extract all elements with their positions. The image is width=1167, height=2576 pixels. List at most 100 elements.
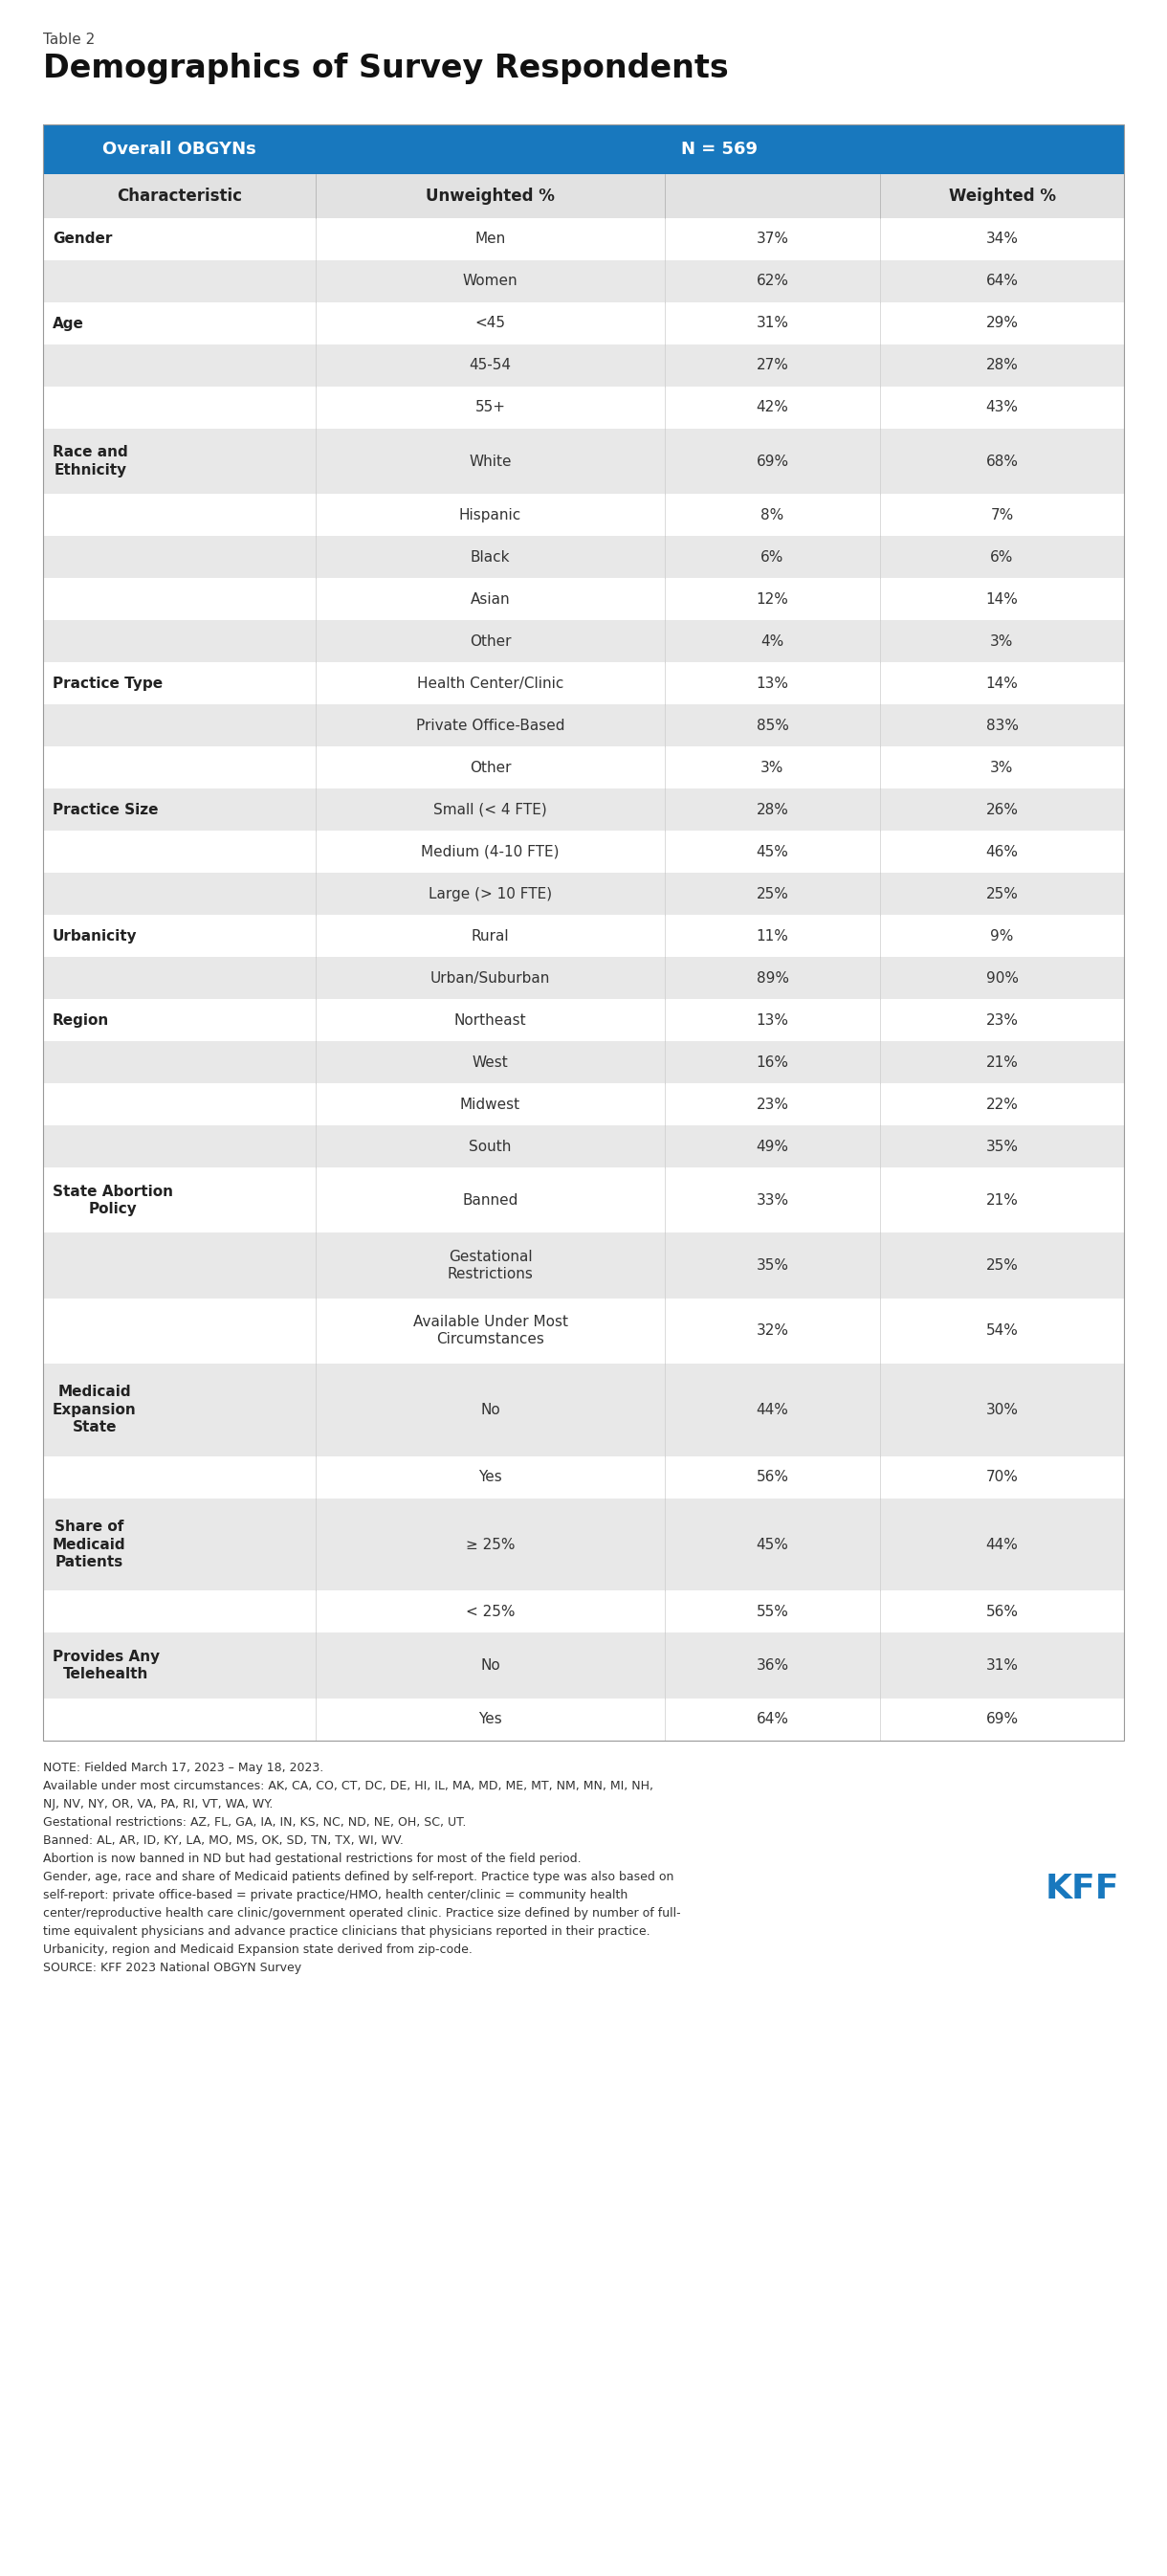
Text: 16%: 16% — [756, 1056, 789, 1069]
Bar — [43, 1041, 1124, 1084]
Bar — [43, 999, 1124, 1041]
Text: 55%: 55% — [756, 1605, 789, 1618]
Text: Yes: Yes — [478, 1713, 502, 1726]
Text: 62%: 62% — [756, 273, 789, 289]
Text: 7%: 7% — [991, 507, 1014, 523]
Text: Gestational
Restrictions: Gestational Restrictions — [447, 1249, 533, 1283]
Text: Other: Other — [469, 634, 511, 649]
Bar — [43, 1592, 1124, 1633]
Text: SOURCE: KFF 2023 National OBGYN Survey: SOURCE: KFF 2023 National OBGYN Survey — [43, 1960, 301, 1973]
Text: 25%: 25% — [986, 1257, 1018, 1273]
Text: < 25%: < 25% — [466, 1605, 515, 1618]
Text: 23%: 23% — [756, 1097, 789, 1113]
Text: 90%: 90% — [986, 971, 1019, 987]
Text: 46%: 46% — [986, 845, 1019, 858]
Text: Medicaid
Expansion
State: Medicaid Expansion State — [53, 1386, 137, 1435]
Text: 54%: 54% — [986, 1324, 1018, 1337]
Text: time equivalent physicians and advance practice clinicians that physicians repor: time equivalent physicians and advance p… — [43, 1924, 650, 1937]
Text: Characteristic: Characteristic — [117, 188, 242, 204]
Text: Yes: Yes — [478, 1471, 502, 1484]
Text: Midwest: Midwest — [460, 1097, 520, 1113]
Text: Unweighted %: Unweighted % — [426, 188, 554, 204]
Text: Banned: AL, AR, ID, KY, LA, MO, MS, OK, SD, TN, TX, WI, WV.: Banned: AL, AR, ID, KY, LA, MO, MS, OK, … — [43, 1834, 404, 1847]
Bar — [43, 1363, 1124, 1455]
Bar — [43, 914, 1124, 958]
Bar — [43, 386, 1124, 428]
Text: Practice Size: Practice Size — [53, 804, 159, 817]
Text: 69%: 69% — [986, 1713, 1019, 1726]
Text: State Abortion
Policy: State Abortion Policy — [53, 1185, 173, 1216]
Text: Race and
Ethnicity: Race and Ethnicity — [53, 446, 128, 477]
Text: 68%: 68% — [986, 453, 1019, 469]
Text: 3%: 3% — [991, 760, 1014, 775]
Bar — [43, 1633, 1124, 1698]
Text: 6%: 6% — [991, 549, 1014, 564]
Text: 21%: 21% — [986, 1056, 1018, 1069]
Text: NOTE: Fielded March 17, 2023 – May 18, 2023.: NOTE: Fielded March 17, 2023 – May 18, 2… — [43, 1762, 323, 1775]
Text: Abortion is now banned in ND but had gestational restrictions for most of the fi: Abortion is now banned in ND but had ges… — [43, 1852, 581, 1865]
Text: 14%: 14% — [986, 677, 1018, 690]
Bar — [43, 1455, 1124, 1499]
Text: 33%: 33% — [756, 1193, 789, 1208]
Text: Overall OBGYNs: Overall OBGYNs — [103, 142, 257, 157]
Text: 55+: 55+ — [475, 399, 505, 415]
Text: 32%: 32% — [756, 1324, 789, 1337]
Text: 35%: 35% — [986, 1139, 1019, 1154]
Text: 23%: 23% — [986, 1012, 1019, 1028]
Text: 9%: 9% — [991, 930, 1014, 943]
Bar — [43, 124, 1124, 175]
Text: 28%: 28% — [756, 804, 789, 817]
Text: 12%: 12% — [756, 592, 789, 605]
Text: 43%: 43% — [986, 399, 1019, 415]
Text: Black: Black — [470, 549, 510, 564]
Bar — [43, 873, 1124, 914]
Text: 25%: 25% — [756, 886, 789, 902]
Text: Gestational restrictions: AZ, FL, GA, IA, IN, KS, NC, ND, NE, OH, SC, UT.: Gestational restrictions: AZ, FL, GA, IA… — [43, 1816, 466, 1829]
Bar — [43, 958, 1124, 999]
Text: 37%: 37% — [756, 232, 789, 247]
Text: 70%: 70% — [986, 1471, 1018, 1484]
Text: 29%: 29% — [986, 317, 1019, 330]
Text: Hispanic: Hispanic — [459, 507, 522, 523]
Text: Large (> 10 FTE): Large (> 10 FTE) — [428, 886, 552, 902]
Text: Available under most circumstances: AK, CA, CO, CT, DC, DE, HI, IL, MA, MD, ME, : Available under most circumstances: AK, … — [43, 1780, 654, 1793]
Text: 64%: 64% — [756, 1713, 789, 1726]
Text: 44%: 44% — [986, 1538, 1018, 1551]
Text: center/reproductive health care clinic/government operated clinic. Practice size: center/reproductive health care clinic/g… — [43, 1906, 680, 1919]
Text: self-report: private office-based = private practice/HMO, health center/clinic =: self-report: private office-based = priv… — [43, 1888, 628, 1901]
Bar — [43, 1234, 1124, 1298]
Text: 3%: 3% — [991, 634, 1014, 649]
Text: 64%: 64% — [986, 273, 1019, 289]
Bar — [43, 1126, 1124, 1167]
Text: Share of
Medicaid
Patients: Share of Medicaid Patients — [53, 1520, 126, 1569]
Text: 56%: 56% — [986, 1605, 1019, 1618]
Bar — [43, 301, 1124, 345]
Bar — [43, 1167, 1124, 1234]
Text: Table 2: Table 2 — [43, 33, 95, 46]
Text: 3%: 3% — [761, 760, 784, 775]
Text: Practice Type: Practice Type — [53, 677, 162, 690]
Text: <45: <45 — [475, 317, 505, 330]
Text: Weighted %: Weighted % — [949, 188, 1056, 204]
Text: Demographics of Survey Respondents: Demographics of Survey Respondents — [43, 54, 728, 85]
Text: Northeast: Northeast — [454, 1012, 526, 1028]
Bar — [43, 662, 1124, 703]
Text: Other: Other — [469, 760, 511, 775]
Text: Gender: Gender — [53, 232, 112, 247]
Text: Medium (4-10 FTE): Medium (4-10 FTE) — [421, 845, 559, 858]
Text: Banned: Banned — [462, 1193, 518, 1208]
Text: 6%: 6% — [761, 549, 784, 564]
Bar — [43, 219, 1124, 260]
Text: 44%: 44% — [756, 1401, 789, 1417]
Text: 13%: 13% — [756, 677, 789, 690]
Text: Urbanicity: Urbanicity — [53, 930, 138, 943]
Bar — [43, 788, 1124, 832]
Text: No: No — [481, 1401, 501, 1417]
Bar — [43, 1698, 1124, 1741]
Text: 31%: 31% — [986, 1659, 1019, 1672]
Text: Gender, age, race and share of Medicaid patients defined by self-report. Practic: Gender, age, race and share of Medicaid … — [43, 1870, 673, 1883]
Text: 25%: 25% — [986, 886, 1018, 902]
Bar — [43, 832, 1124, 873]
Text: 69%: 69% — [756, 453, 789, 469]
Text: 30%: 30% — [986, 1401, 1019, 1417]
